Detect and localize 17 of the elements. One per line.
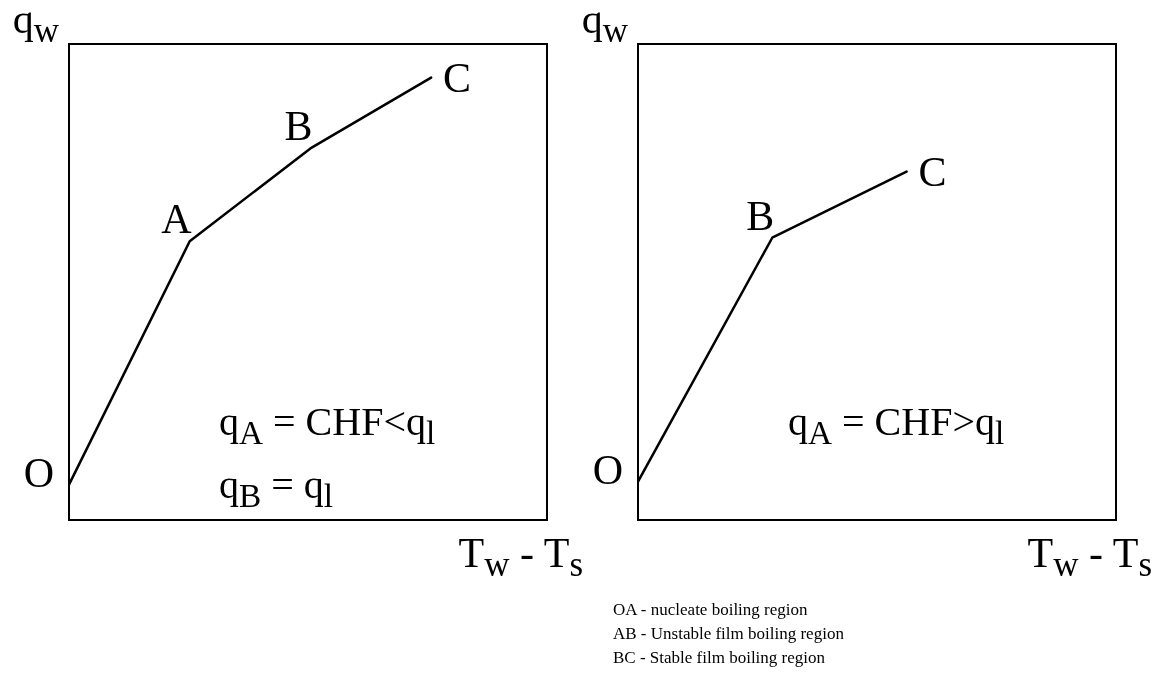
x-axis-title: T$_{w}$ - T$_{s}$ — [1027, 530, 1152, 585]
annotation: B — [746, 192, 775, 239]
text: OA - nucleate boiling region — [613, 599, 809, 621]
y-axis-title: q$_{w}$ — [12, 0, 59, 50]
text: AB - Unstable film boiling region — [613, 623, 844, 645]
annotation: q$_{A}$ = CHF>q$_{l}$ — [787, 397, 1005, 453]
annotation: O — [592, 446, 623, 493]
annotation: A — [161, 196, 192, 243]
text: BC - Stable film boiling region — [613, 647, 826, 669]
annotation: C — [918, 148, 947, 195]
annotation: B — [284, 103, 313, 150]
y-axis-title: q$_{w}$ — [581, 0, 628, 50]
annotation: q$_{B}$ = q$_{l}$ — [218, 460, 335, 516]
annotation: q$_{A}$ = CHF<q$_{l}$ — [218, 397, 436, 453]
text: O — [23, 449, 54, 496]
x-axis-title: T$_{w}$ - T$_{s}$ — [458, 530, 583, 585]
annotation: C — [443, 54, 472, 101]
